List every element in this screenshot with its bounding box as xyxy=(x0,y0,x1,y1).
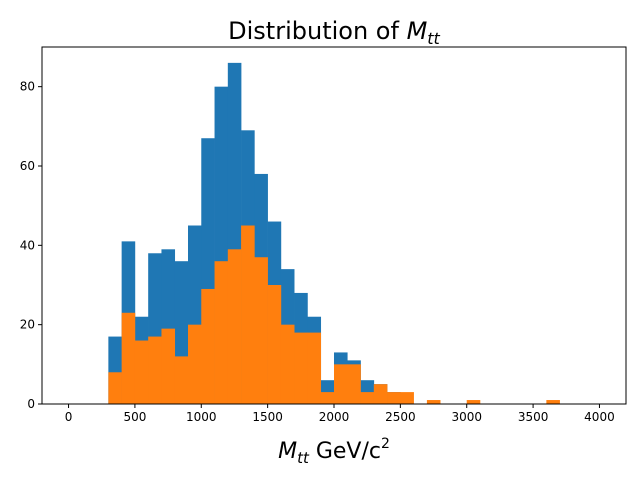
x-axis-label-variable: M xyxy=(278,439,297,464)
histogram-bar-series-2-bin-1500 xyxy=(267,285,282,404)
histogram-bar-series-2-bin-900 xyxy=(188,324,202,404)
histogram-bar-series-2-bin-3600 xyxy=(546,400,560,404)
histogram-bar-series-2-bin-600 xyxy=(148,336,162,404)
histogram-bar-series-2-bin-1100 xyxy=(214,261,229,404)
x-tick-label: 1000 xyxy=(186,410,217,424)
histogram-bar-series-2-bin-1400 xyxy=(254,257,268,404)
histogram-bar-series-2-bin-2000 xyxy=(334,364,348,404)
x-axis-label-units-superscript: 2 xyxy=(381,436,390,452)
x-tick-label: 2000 xyxy=(319,410,350,424)
histogram-bar-series-2-bin-2100 xyxy=(347,364,361,404)
histogram-bar-series-2-bin-400 xyxy=(121,312,136,404)
y-tick-label: 0 xyxy=(27,397,35,411)
histogram-bar-series-2-bin-1800 xyxy=(307,332,322,404)
histogram-bar-series-2-bin-800 xyxy=(174,356,189,404)
x-axis-label: Mtt GeV/c2 xyxy=(278,436,390,467)
histogram-bar-series-2-bin-2500 xyxy=(400,392,414,404)
x-tick-label: 2500 xyxy=(385,410,416,424)
x-axis-label-units: GeV/c xyxy=(309,439,381,464)
x-tick-label: 500 xyxy=(123,410,146,424)
histogram-bar-series-2-bin-1900 xyxy=(320,392,335,404)
x-tick-label: 3000 xyxy=(451,410,482,424)
histogram-bar-series-2-bin-2200 xyxy=(360,392,375,404)
chart-title-prefix: Distribution of xyxy=(228,17,406,45)
histogram-bar-series-2-bin-2400 xyxy=(387,392,401,404)
histogram-bar-series-2-bin-1700 xyxy=(294,332,308,404)
x-tick-label: 1500 xyxy=(252,410,283,424)
x-tick-label: 4000 xyxy=(584,410,615,424)
y-axis: 0 20 40 60 80 xyxy=(20,80,42,411)
y-tick-label: 40 xyxy=(20,238,35,252)
histogram-bar-series-2-bin-1300 xyxy=(241,225,255,404)
y-tick-label: 20 xyxy=(20,318,35,332)
histogram-bar-series-2-bin-3000 xyxy=(466,400,481,404)
histogram-bar-series-2-bin-700 xyxy=(161,328,176,404)
x-tick-label: 3500 xyxy=(518,410,549,424)
x-tick-label: 0 xyxy=(65,410,73,424)
y-tick-label: 60 xyxy=(20,159,35,173)
chart-title: Distribution of Mtt xyxy=(228,17,440,48)
histogram-bar-series-2-bin-1200 xyxy=(227,249,242,404)
y-tick-label: 80 xyxy=(20,80,35,94)
chart-title-variable-subscript: tt xyxy=(427,29,440,48)
histogram-bar-series-2-bin-2700 xyxy=(426,400,441,404)
histogram-bar-series-2-bin-300 xyxy=(108,372,122,404)
histogram-bar-series-2-bin-1000 xyxy=(201,288,215,404)
histogram-bar-series-2-bin-500 xyxy=(134,340,149,404)
chart-title-variable: M xyxy=(407,17,428,45)
x-axis-label-variable-subscript: tt xyxy=(297,449,310,467)
histogram-bar-series-2-bin-1600 xyxy=(280,324,295,404)
x-axis: 0 500 1000 1500 2000 2500 3000 3500 4000 xyxy=(65,404,615,424)
histogram-bar-series-2-bin-2300 xyxy=(373,384,388,404)
plot-area xyxy=(108,62,560,405)
